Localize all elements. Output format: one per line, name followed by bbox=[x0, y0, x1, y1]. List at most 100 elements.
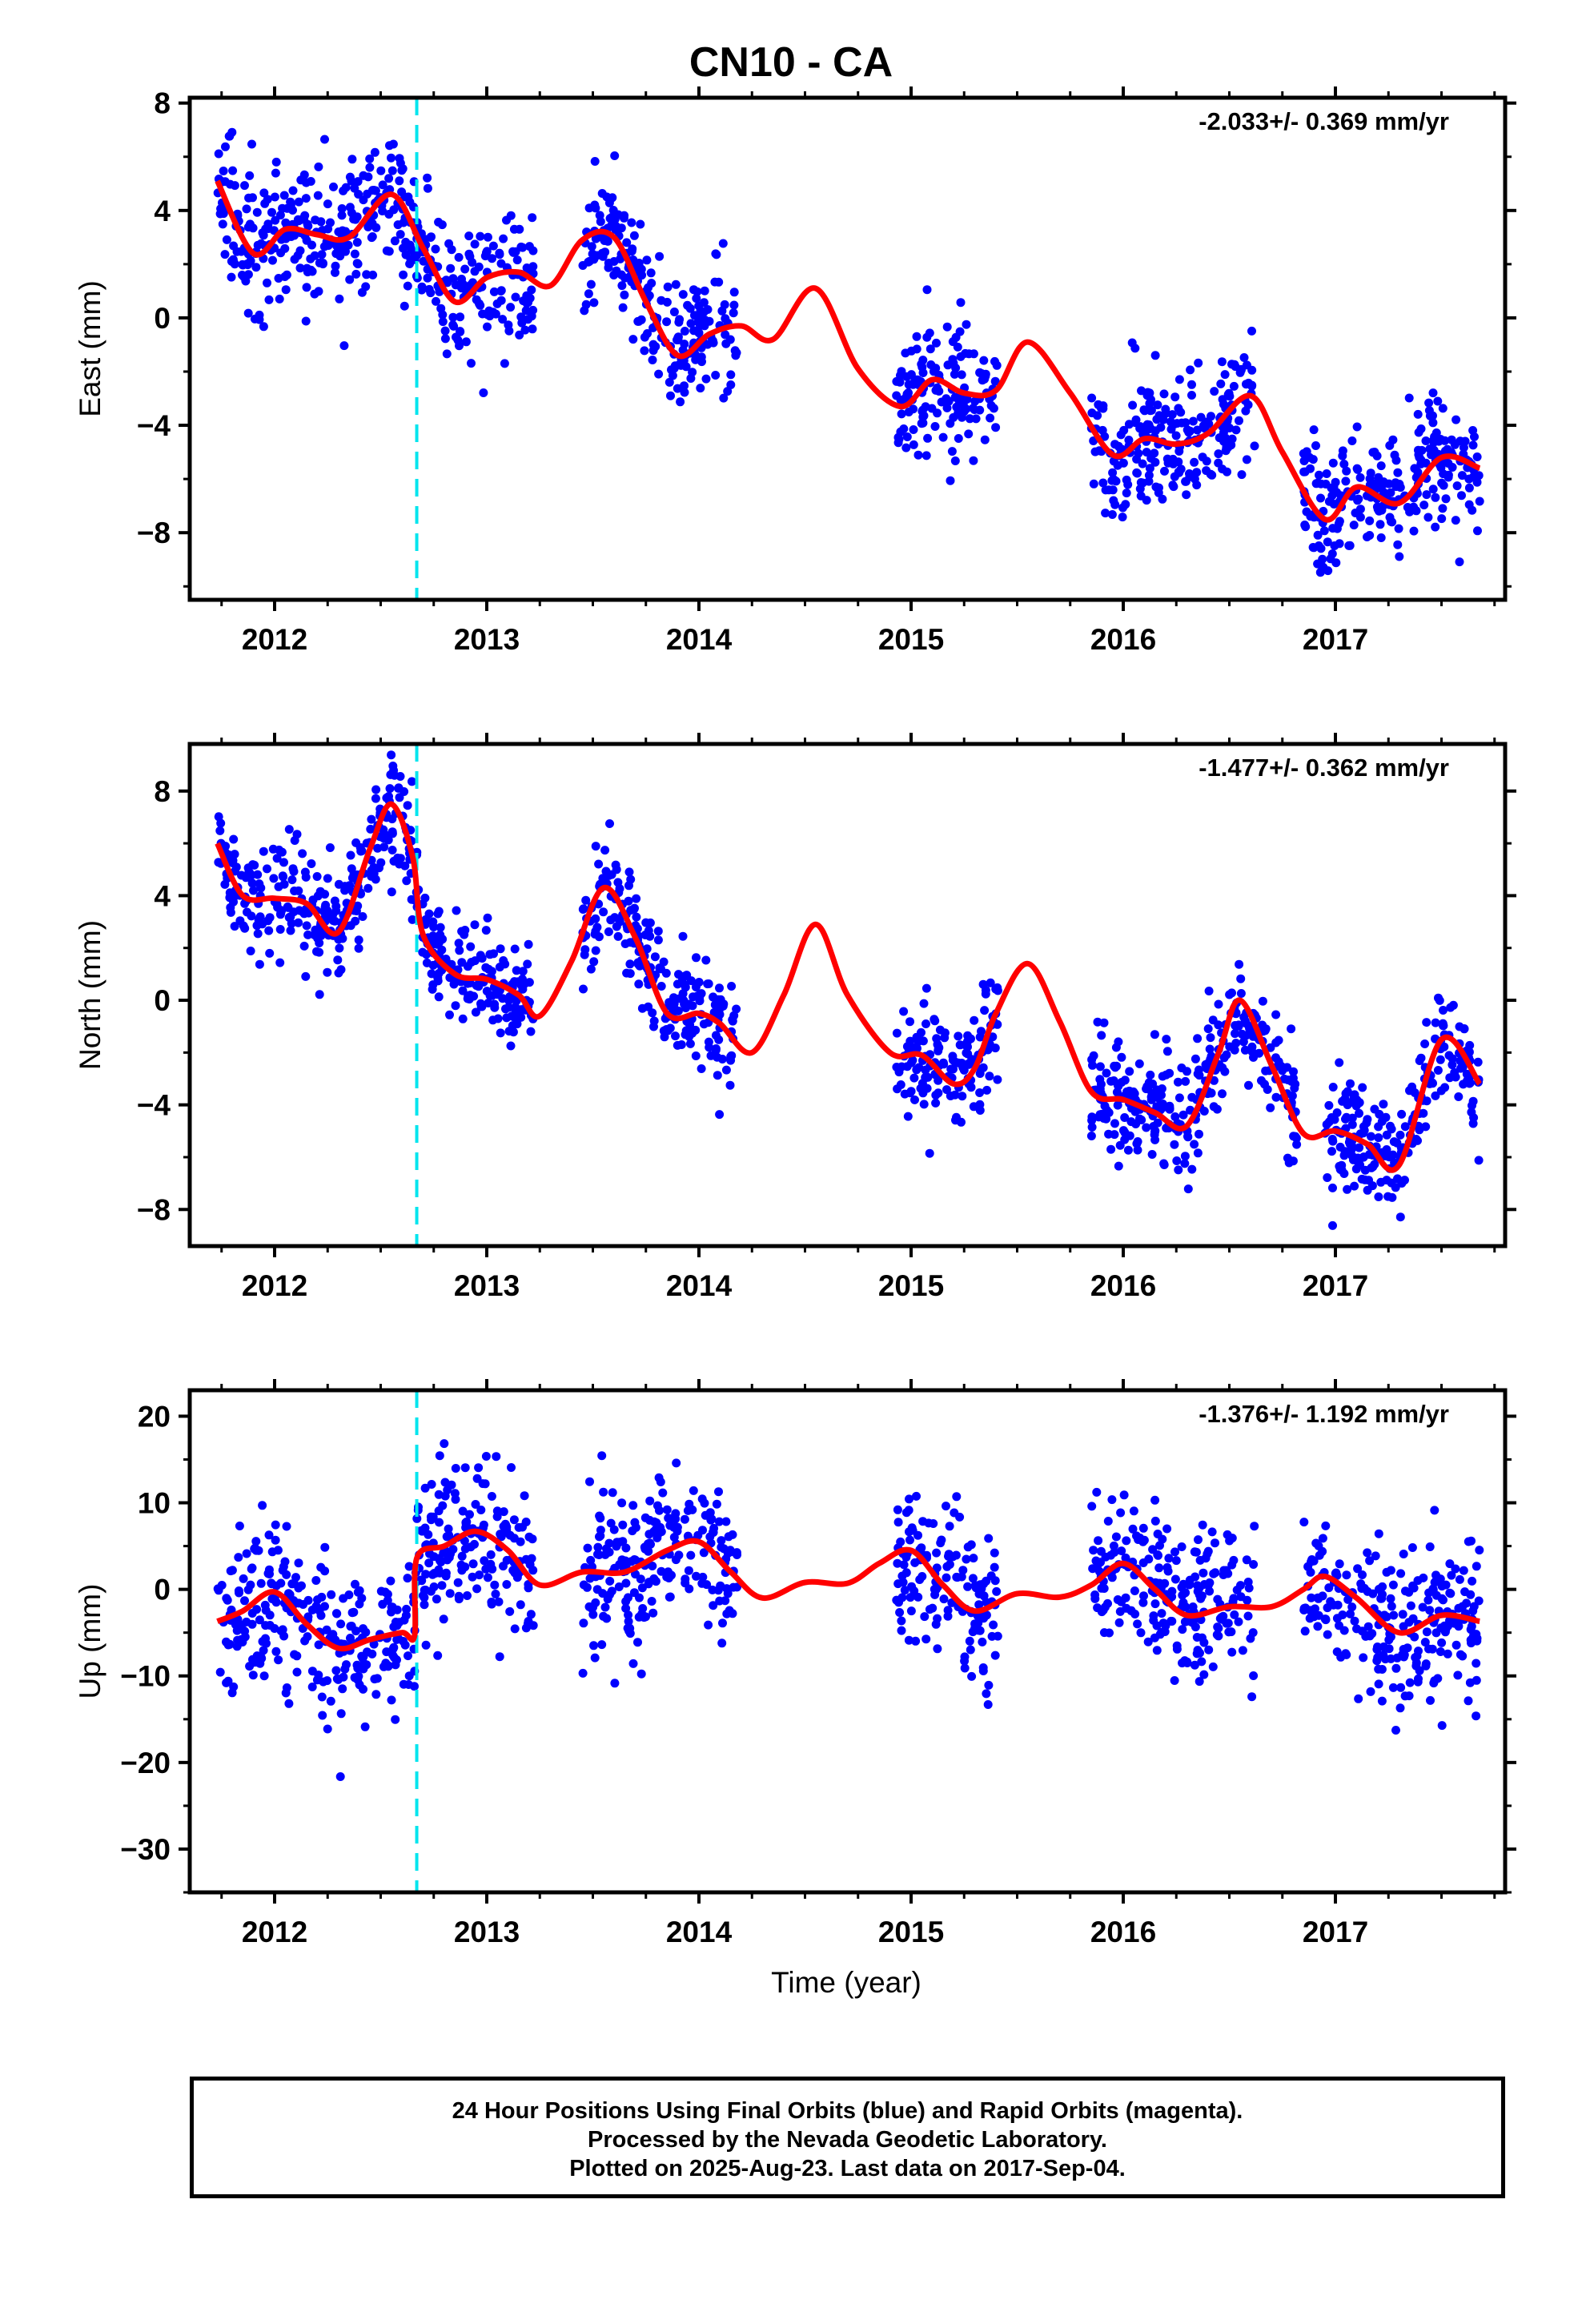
north-ylabel: North (mm) bbox=[74, 920, 106, 1070]
east-data-point bbox=[295, 263, 305, 273]
north-data-point bbox=[1240, 1045, 1250, 1055]
east-data-point bbox=[242, 204, 251, 214]
east-data-point bbox=[726, 380, 736, 389]
north-data-point bbox=[1448, 1000, 1458, 1010]
north-data-point bbox=[1183, 1184, 1193, 1194]
east-data-point bbox=[942, 322, 952, 332]
east-data-point bbox=[1118, 503, 1127, 513]
east-data-point bbox=[1311, 441, 1320, 450]
east-data-point bbox=[980, 435, 990, 444]
east-data-point bbox=[1437, 478, 1447, 488]
east-data-point bbox=[1146, 405, 1156, 415]
up-data-point bbox=[1150, 1633, 1159, 1642]
north-data-point bbox=[591, 842, 600, 851]
east-data-point bbox=[457, 283, 467, 293]
up-data-point bbox=[510, 1624, 520, 1634]
north-data-point bbox=[508, 1021, 517, 1031]
north-data-point bbox=[954, 1058, 963, 1068]
north-data-point bbox=[373, 843, 383, 853]
east-data-point bbox=[397, 166, 407, 175]
up-data-point bbox=[1350, 1616, 1359, 1626]
east-data-point bbox=[302, 283, 311, 292]
north-data-point bbox=[496, 1028, 505, 1038]
north-data-point bbox=[427, 969, 436, 979]
east-data-point bbox=[1321, 480, 1331, 489]
north-ytick-label: 8 bbox=[154, 775, 171, 808]
up-data-point bbox=[1472, 1675, 1481, 1685]
up-data-point bbox=[638, 1604, 648, 1613]
east-data-point bbox=[584, 289, 593, 299]
up-data-point bbox=[1211, 1538, 1219, 1548]
page-title: CN10 - CA bbox=[689, 39, 893, 86]
north-data-point bbox=[288, 864, 298, 874]
up-data-point bbox=[1431, 1628, 1441, 1638]
east-data-point bbox=[1153, 400, 1162, 410]
up-data-point bbox=[698, 1572, 708, 1582]
up-data-point bbox=[1196, 1594, 1206, 1603]
east-data-point bbox=[604, 263, 613, 272]
east-data-point bbox=[655, 251, 665, 261]
up-data-point bbox=[260, 1600, 270, 1610]
north-data-point bbox=[1370, 1104, 1379, 1114]
north-data-point bbox=[607, 870, 616, 879]
north-data-point bbox=[1106, 1144, 1116, 1154]
east-data-point bbox=[498, 315, 508, 324]
north-data-point bbox=[264, 926, 274, 935]
up-data-point bbox=[1249, 1671, 1259, 1680]
up-data-point bbox=[1467, 1622, 1476, 1631]
north-data-point bbox=[1327, 1147, 1336, 1156]
east-data-point bbox=[1375, 506, 1383, 516]
north-data-point bbox=[1289, 1067, 1298, 1076]
up-data-point bbox=[222, 1637, 231, 1647]
up-data-point bbox=[1423, 1595, 1433, 1605]
north-data-point bbox=[387, 846, 397, 854]
up-data-point bbox=[1377, 1594, 1387, 1603]
east-data-point bbox=[326, 218, 335, 227]
up-data-point bbox=[621, 1543, 631, 1553]
up-data-point bbox=[424, 1558, 434, 1568]
up-data-point bbox=[1299, 1518, 1309, 1527]
north-data-point bbox=[1227, 988, 1236, 998]
north-data-point bbox=[376, 858, 386, 867]
east-data-point bbox=[692, 294, 701, 304]
north-data-point bbox=[253, 929, 263, 939]
up-data-point bbox=[339, 1594, 348, 1603]
east-data-point bbox=[1365, 516, 1375, 525]
up-data-point bbox=[1346, 1609, 1355, 1618]
east-data-point bbox=[628, 244, 637, 254]
north-data-point bbox=[732, 1004, 741, 1014]
up-data-point bbox=[968, 1574, 978, 1583]
east-data-point bbox=[1100, 432, 1110, 441]
north-data-point bbox=[1324, 1117, 1334, 1127]
north-data-point bbox=[214, 858, 223, 867]
east-data-point bbox=[1089, 479, 1098, 489]
east-data-point bbox=[227, 272, 236, 282]
east-data-point bbox=[668, 371, 677, 380]
north-data-point bbox=[632, 924, 642, 934]
east-data-point bbox=[942, 403, 952, 412]
north-data-point bbox=[691, 983, 701, 991]
east-data-point bbox=[1170, 420, 1179, 428]
up-data-point bbox=[608, 1488, 617, 1498]
east-data-point bbox=[587, 242, 596, 251]
up-data-point bbox=[1230, 1610, 1239, 1619]
east-data-point bbox=[1174, 457, 1183, 467]
up-data-point bbox=[380, 1587, 390, 1597]
up-data-point bbox=[1152, 1646, 1162, 1655]
east-data-point bbox=[1376, 461, 1386, 471]
east-data-point bbox=[1443, 459, 1453, 468]
east-data-point bbox=[488, 241, 498, 251]
up-data-point bbox=[704, 1620, 713, 1630]
up-data-point bbox=[440, 1439, 449, 1449]
east-data-point bbox=[352, 238, 362, 247]
up-data-point bbox=[314, 1671, 323, 1680]
east-data-point bbox=[378, 180, 387, 190]
east-data-point bbox=[288, 186, 298, 195]
footer-line-3: Plotted on 2025-Aug-23. Last data on 201… bbox=[569, 2156, 1126, 2181]
north-data-point bbox=[916, 1084, 926, 1093]
north-data-point bbox=[358, 912, 367, 921]
north-data-point bbox=[1142, 1123, 1151, 1132]
up-data-point bbox=[1395, 1703, 1405, 1713]
up-data-point bbox=[649, 1574, 659, 1583]
north-data-point bbox=[1095, 1075, 1105, 1084]
